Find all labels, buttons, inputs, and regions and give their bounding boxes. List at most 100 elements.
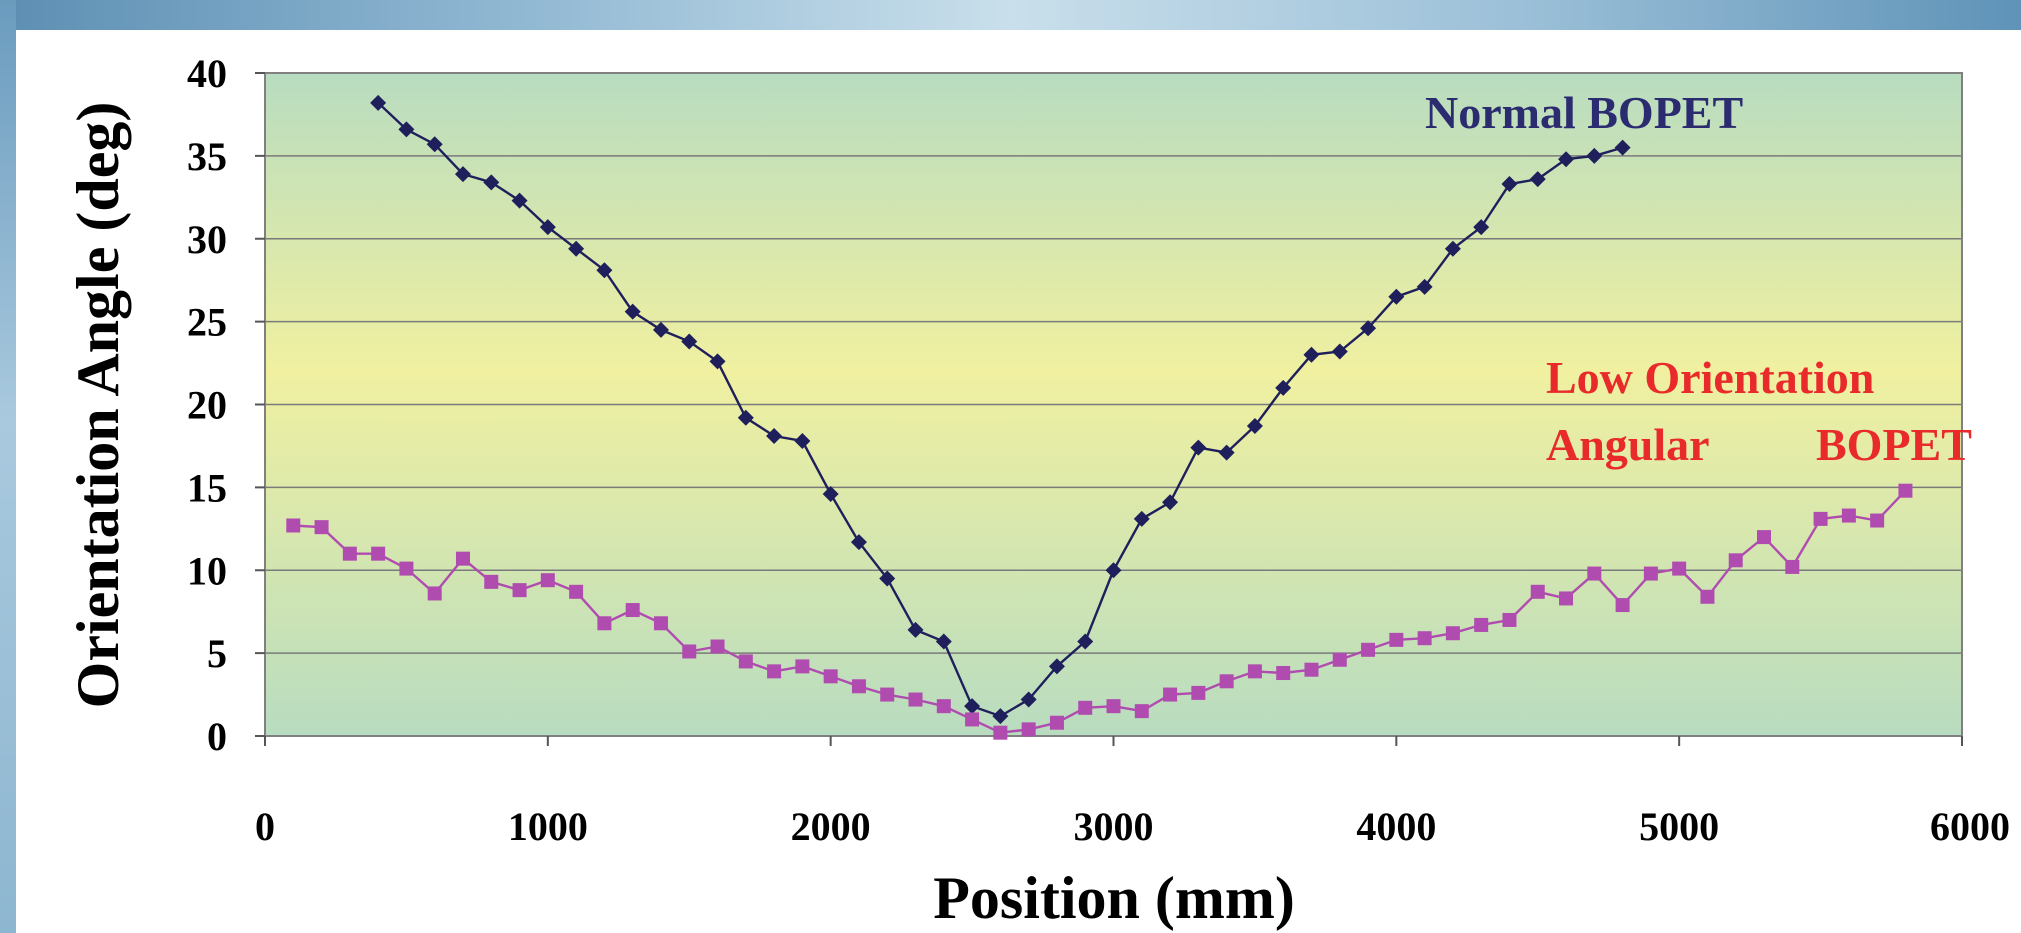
gridlines <box>265 155 1962 654</box>
data-point-low <box>1785 559 1800 574</box>
data-point-normal <box>1444 240 1461 257</box>
data-point-normal <box>1558 151 1575 168</box>
data-point-low <box>936 699 951 714</box>
data-point-normal <box>1331 343 1348 360</box>
y-tick-label-30: 30 <box>187 217 227 262</box>
data-point-normal <box>1388 288 1405 305</box>
data-point-low <box>1219 674 1234 689</box>
data-point-low <box>484 574 499 589</box>
data-point-low <box>1106 699 1121 714</box>
data-point-low <box>1191 685 1206 700</box>
data-point-normal <box>766 427 783 444</box>
data-point-low <box>1502 612 1517 627</box>
data-point-normal <box>483 174 500 191</box>
x-tick-label-5000: 5000 <box>1639 804 1719 849</box>
series-line-low <box>293 489 1907 734</box>
data-point-normal <box>681 333 698 350</box>
data-point-normal <box>935 633 952 650</box>
x-tick-label-6000: 6000 <box>1930 804 2010 849</box>
data-point-normal <box>652 321 669 338</box>
data-point-normal <box>1586 147 1603 164</box>
data-point-low <box>710 639 725 654</box>
data-point-low <box>1643 566 1658 581</box>
data-point-low <box>823 669 838 684</box>
data-point-normal <box>426 136 443 153</box>
data-point-normal <box>539 219 556 236</box>
x-tick-label-3000: 3000 <box>1074 804 1154 849</box>
annotation-low-orientation-bopet: BOPET <box>1816 419 1972 470</box>
data-point-low <box>1049 715 1064 730</box>
data-point-low <box>569 584 584 599</box>
data-point-normal <box>794 432 811 449</box>
y-tick-label-20: 20 <box>187 383 227 428</box>
y-tick-label-35: 35 <box>187 134 227 179</box>
data-point-normal <box>1162 494 1179 511</box>
data-point-normal <box>1190 439 1207 456</box>
data-point-low <box>1163 687 1178 702</box>
data-point-low <box>1587 566 1602 581</box>
data-point-low <box>1898 483 1913 498</box>
data-point-low <box>1530 584 1545 599</box>
data-point-low <box>851 679 866 694</box>
x-tick-label-0: 0 <box>255 804 275 849</box>
y-tick-label-25: 25 <box>187 300 227 345</box>
data-point-low <box>540 573 555 588</box>
data-point-normal <box>822 486 839 503</box>
annotation-normal-bopet: Normal BOPET <box>1425 87 1743 138</box>
data-point-normal <box>596 262 613 279</box>
series-low <box>286 483 1913 740</box>
slide-left-band <box>0 0 16 933</box>
slide-top-band <box>0 0 2021 30</box>
data-point-normal <box>709 353 726 370</box>
data-point-normal <box>1360 320 1377 337</box>
data-point-normal <box>511 192 528 209</box>
data-point-low <box>314 520 329 535</box>
data-point-low <box>1134 704 1149 719</box>
data-point-low <box>795 659 810 674</box>
data-point-low <box>1389 632 1404 647</box>
data-point-low <box>1700 589 1715 604</box>
data-point-low <box>1728 553 1743 568</box>
data-point-low <box>1474 617 1489 632</box>
data-point-normal <box>370 94 387 111</box>
data-point-low <box>597 616 612 631</box>
y-tick-label-5: 5 <box>207 631 227 676</box>
data-point-normal <box>737 409 754 426</box>
data-point-low <box>1757 530 1772 545</box>
x-tick-label-2000: 2000 <box>791 804 871 849</box>
data-point-low <box>342 546 357 561</box>
data-point-low <box>1332 652 1347 667</box>
annotation-low-orientation-angular: Angular <box>1546 419 1710 470</box>
axis-ticks: 0 5 10 15 20 25 30 35 40 0 1000 2000 3000 4000 5000 600… <box>187 51 2010 849</box>
y-tick-label-15: 15 <box>187 465 227 510</box>
data-point-low <box>1021 722 1036 737</box>
data-point-low <box>880 687 895 702</box>
y-tick-label-0: 0 <box>207 714 227 759</box>
data-point-normal <box>964 698 981 715</box>
data-point-normal <box>1529 171 1546 188</box>
data-point-low <box>1559 591 1574 606</box>
data-point-low <box>1813 511 1828 526</box>
data-point-low <box>1078 700 1093 715</box>
data-point-normal <box>454 166 471 183</box>
y-axis-title: Orientation Angle (deg) <box>65 102 131 709</box>
data-point-low <box>625 603 640 618</box>
data-point-normal <box>1218 444 1235 461</box>
data-point-low <box>908 692 923 707</box>
data-point-low <box>399 561 414 576</box>
data-point-normal <box>1048 658 1065 675</box>
data-point-low <box>1417 631 1432 646</box>
data-point-normal <box>1473 219 1490 236</box>
data-point-normal <box>1077 633 1094 650</box>
data-point-normal <box>1614 139 1631 156</box>
data-point-normal <box>398 121 415 138</box>
data-point-low <box>738 654 753 669</box>
annotation-low-orientation-line1: Low Orientation <box>1546 352 1874 403</box>
data-point-low <box>371 546 386 561</box>
data-point-normal <box>992 708 1009 725</box>
x-tick-label-4000: 4000 <box>1356 804 1436 849</box>
y-tick-label-10: 10 <box>187 548 227 593</box>
data-point-low <box>1361 642 1376 657</box>
data-point-normal <box>1275 379 1292 396</box>
